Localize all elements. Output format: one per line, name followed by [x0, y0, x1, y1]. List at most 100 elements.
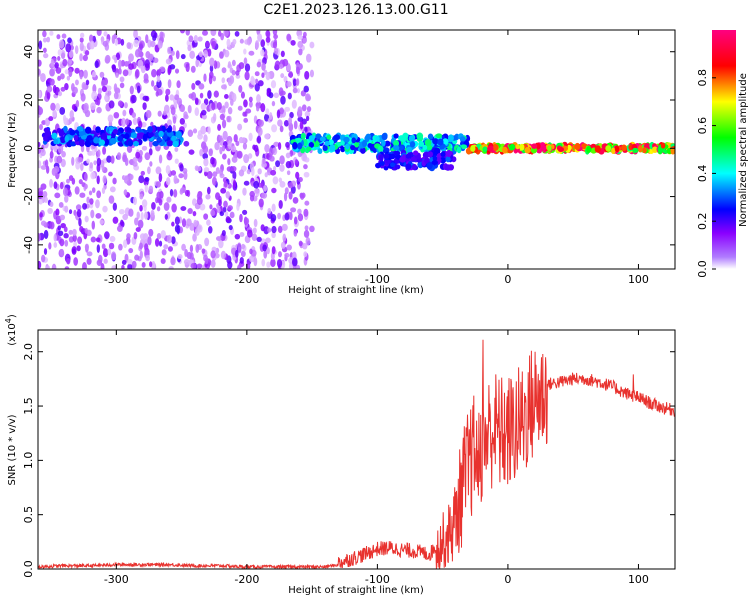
spectrogram-cell	[207, 225, 213, 234]
spectrogram-cell	[305, 236, 311, 246]
spectrogram-cell	[392, 145, 400, 151]
spectrogram-cell	[97, 149, 101, 157]
spectrogram-cell	[120, 38, 125, 46]
spectrogram-cell	[172, 140, 179, 148]
spectrogram-cell	[195, 244, 200, 254]
spectrogram-cell	[64, 266, 70, 269]
spectrogram-cell	[200, 109, 207, 116]
spectrogram-cell	[131, 260, 137, 269]
spectrogram-cell	[68, 117, 73, 124]
spectrogram-cell	[76, 125, 84, 132]
spectrogram-cell	[181, 218, 187, 228]
spectrogram-cell	[90, 236, 97, 243]
spectrogram-cell	[431, 160, 439, 166]
spectrogram-cell	[237, 246, 242, 254]
spectrogram-cell	[277, 119, 283, 127]
spectrogram-cell	[158, 130, 164, 138]
spectrogram-cell	[44, 159, 49, 168]
spectrogram-cell	[126, 127, 132, 133]
spectrogram-cell	[48, 116, 54, 122]
spectrogram-cell	[90, 171, 96, 180]
spectrogram-cell	[212, 176, 217, 186]
spectrogram-cell	[210, 30, 217, 37]
spectrogram-cell	[51, 263, 57, 269]
spectrogram-cell	[158, 68, 162, 76]
spectrogram-cell	[199, 149, 204, 157]
spectrogram-cell	[242, 111, 247, 117]
spectrogram-cell	[264, 172, 268, 178]
spectrogram-cell	[303, 85, 309, 93]
spectrogram-cell	[205, 41, 210, 47]
x-tick-label: -200	[234, 573, 259, 586]
spectrogram-cell	[586, 146, 592, 154]
spectrogram-cell	[206, 171, 213, 180]
spectrogram-cell	[223, 30, 229, 37]
spectrogram-cell	[291, 99, 297, 109]
spectrogram-cell	[83, 69, 88, 79]
spectrogram-cell	[113, 83, 118, 93]
spectrogram-cell	[241, 243, 246, 250]
spectrogram-cell	[260, 49, 265, 57]
spectrogram-cell	[170, 256, 176, 266]
spectrogram-cell	[77, 157, 84, 163]
spectrogram-cell	[180, 54, 186, 60]
spectrogram-cell	[179, 118, 185, 125]
spectrogram-cell	[256, 105, 260, 112]
spectrogram-cell	[254, 78, 259, 84]
spectrogram-cell	[416, 132, 424, 140]
spectrogram-cell	[68, 229, 73, 235]
spectrogram-cell	[54, 62, 59, 69]
spectrogram-cell	[46, 91, 51, 100]
spectrogram-cell	[210, 209, 216, 217]
spectrogram-cell	[277, 225, 283, 234]
spectrogram-cell	[221, 119, 227, 129]
spectrogram-cell	[96, 190, 102, 199]
spectrogram-cell	[322, 145, 328, 152]
spectrogram-cell	[243, 154, 250, 164]
spectrogram-cell	[90, 102, 96, 111]
spectrogram-cell	[55, 67, 62, 74]
spectrogram-cell	[246, 169, 251, 175]
spectrogram-cell	[183, 259, 190, 266]
spectrogram-cell	[660, 142, 666, 149]
spectrogram-cell	[69, 110, 74, 119]
spectrogram-cell	[162, 110, 167, 116]
spectrogram-cell	[135, 227, 141, 232]
spectrogram-cell	[73, 257, 79, 266]
spectrogram-cell	[123, 102, 128, 109]
spectrogram-cell	[210, 259, 216, 268]
spectrogram-cell	[460, 144, 468, 150]
spectrogram-cell	[171, 135, 177, 141]
spectrogram-cell	[107, 248, 112, 256]
spectrogram-cell	[315, 133, 321, 140]
spectrogram-cell	[63, 226, 68, 233]
spectrogram-cell	[222, 130, 228, 140]
y-tick-label: 2.0	[22, 343, 35, 361]
spectrogram-cell	[139, 193, 144, 200]
spectrogram-cell	[62, 187, 68, 197]
spectrogram-cell	[292, 257, 298, 267]
snr-panel: -300 -200 -100 0 100 0.0 0.5 1.0 1.5 2.0 Height …	[4, 314, 676, 596]
spectrogram-cell	[84, 139, 92, 148]
spectrogram-cell	[315, 140, 320, 148]
spectrogram-cell	[270, 169, 277, 176]
spectrogram-cell	[109, 186, 116, 193]
spectrogram-cell	[134, 254, 140, 261]
spectrogram-cell	[167, 46, 172, 55]
x-tick-label: -100	[365, 573, 390, 586]
spectrogram-cell	[72, 228, 77, 237]
spectrogram-cell	[354, 141, 360, 148]
spectrogram-cell	[62, 114, 67, 122]
spectrogram-cell	[44, 196, 48, 203]
spectrogram-cell	[248, 101, 253, 108]
spectrogram-cell	[265, 237, 271, 244]
spectrogram-cell	[256, 94, 261, 103]
spectrogram-cell	[231, 59, 236, 67]
spectrogram-cell	[203, 167, 210, 173]
spectrogram-cell	[286, 170, 291, 176]
spectrogram-cell	[77, 236, 83, 245]
x-tick-label: -300	[104, 273, 129, 286]
spectrogram-cell	[194, 107, 200, 117]
spectrogram-cell	[229, 211, 235, 219]
